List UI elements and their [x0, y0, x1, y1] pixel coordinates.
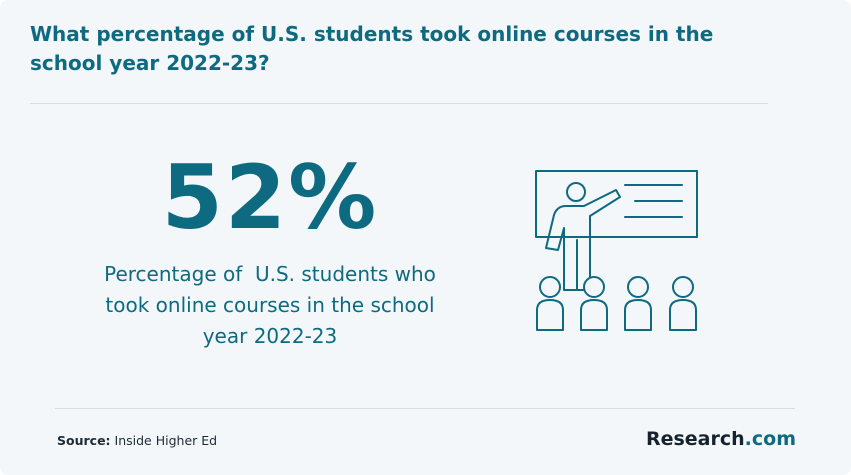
board — [535, 170, 698, 238]
stat-description: Percentage of U.S. students who took onl… — [104, 262, 443, 348]
teacher-body — [545, 189, 621, 291]
brand-name: Research — [645, 428, 745, 450]
classroom-icon — [535, 170, 698, 331]
stat-value: 52% — [161, 146, 379, 249]
source-text: Inside Higher Ed — [114, 433, 218, 448]
students — [536, 276, 697, 331]
footer-divider — [55, 408, 795, 409]
brand-suffix: .com — [744, 428, 796, 450]
source: Source: Inside Higher Ed — [57, 433, 217, 448]
title: What percentage of U.S. students took on… — [30, 22, 714, 75]
brand-logo: Research.com — [646, 428, 796, 450]
source-label: Source: — [57, 433, 111, 448]
divider — [30, 103, 768, 104]
teacher-head — [566, 182, 586, 202]
